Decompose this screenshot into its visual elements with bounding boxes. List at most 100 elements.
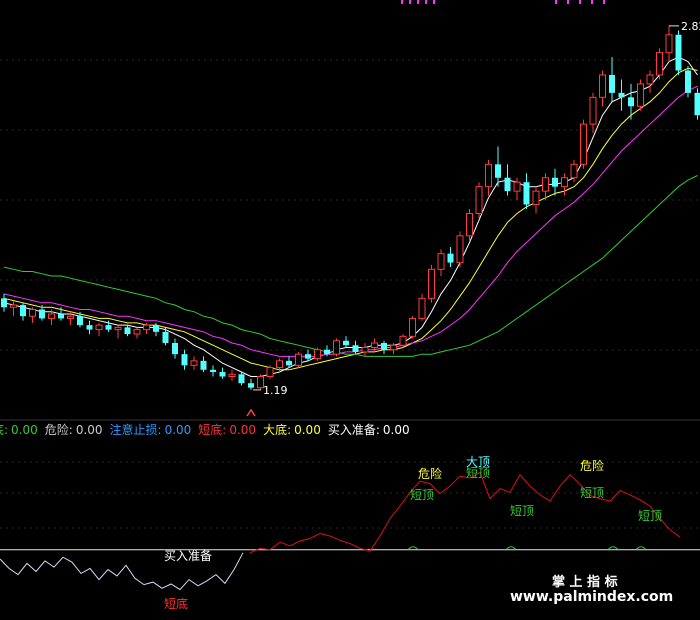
legend-name: 大底: bbox=[263, 422, 291, 437]
candle-body bbox=[114, 326, 122, 331]
candle-body bbox=[609, 75, 615, 93]
candle-body bbox=[618, 92, 625, 98]
high-label: 2.82 bbox=[681, 20, 700, 33]
candle-body bbox=[532, 190, 540, 206]
moving-average-line bbox=[3, 85, 698, 357]
moving-average-line bbox=[3, 175, 698, 357]
candle-body bbox=[580, 123, 587, 165]
candle-body bbox=[333, 340, 340, 355]
candle-body bbox=[1, 298, 7, 308]
legend-name: 底: bbox=[0, 422, 8, 437]
candle-body bbox=[437, 253, 445, 270]
candle-body bbox=[238, 374, 245, 384]
candle-body bbox=[276, 360, 283, 369]
candle-body bbox=[248, 383, 254, 388]
candle-body bbox=[694, 92, 700, 116]
candle-body bbox=[124, 327, 131, 335]
candle-body bbox=[665, 34, 673, 54]
candle-body bbox=[228, 373, 236, 377]
candle-body bbox=[10, 304, 17, 308]
candle-body bbox=[504, 177, 511, 192]
candle-body bbox=[77, 316, 83, 326]
legend-name: 注意止损: bbox=[110, 422, 162, 437]
candle-body bbox=[675, 34, 682, 71]
indicator-annotation: 短顶 bbox=[410, 488, 434, 502]
candle-body bbox=[570, 163, 578, 179]
candle-body bbox=[172, 343, 178, 355]
indicator-annotation: 短底 bbox=[164, 596, 188, 611]
candle-body bbox=[162, 331, 169, 343]
indicator-line-high bbox=[249, 471, 681, 554]
candle-body bbox=[153, 325, 159, 332]
legend-value: 0.00 bbox=[383, 423, 410, 437]
indicator-annotation: 大顶 bbox=[466, 455, 490, 469]
candle-body bbox=[390, 344, 397, 351]
legend-value: 0.00 bbox=[76, 423, 103, 437]
candle-body bbox=[371, 342, 378, 348]
candle-body bbox=[352, 345, 359, 352]
candle-body bbox=[181, 354, 188, 366]
candle-body bbox=[48, 313, 55, 319]
candle-body bbox=[39, 309, 45, 319]
low-label: 1.19 bbox=[263, 384, 288, 397]
indicator-green-mark bbox=[407, 546, 419, 551]
moving-average-line bbox=[3, 67, 698, 371]
candle-body bbox=[646, 74, 654, 85]
candle-body bbox=[466, 212, 473, 237]
watermark-title: 掌 上 指 标 bbox=[552, 574, 618, 590]
candle-body bbox=[105, 325, 112, 330]
indicator-line-low bbox=[0, 552, 244, 591]
indicator-annotation: 危险 bbox=[418, 466, 442, 481]
indicator-annotation: 短顶 bbox=[638, 509, 662, 523]
legend-name: 短底: bbox=[198, 422, 226, 437]
candle-body bbox=[210, 369, 216, 373]
candle-body bbox=[286, 360, 292, 366]
candle-body bbox=[20, 305, 26, 317]
indicator-green-mark bbox=[635, 546, 647, 551]
candle-body bbox=[561, 177, 568, 188]
candle-body bbox=[485, 163, 492, 188]
candle-body bbox=[58, 313, 64, 319]
candle-body bbox=[418, 297, 426, 319]
candle-body bbox=[219, 372, 226, 377]
legend-name: 买入准备: bbox=[328, 423, 380, 437]
candle-body bbox=[589, 96, 597, 125]
candle-body bbox=[628, 97, 634, 107]
candle-body bbox=[305, 354, 311, 359]
candle-body bbox=[361, 346, 369, 353]
candle-body bbox=[133, 329, 141, 335]
candle-body bbox=[475, 186, 483, 214]
candle-body bbox=[295, 353, 302, 366]
candle-body bbox=[343, 340, 349, 346]
indicator-green-mark bbox=[607, 546, 619, 551]
candle-body bbox=[542, 177, 549, 192]
candle-body bbox=[324, 349, 330, 355]
candle-body bbox=[552, 177, 558, 187]
candle-body bbox=[190, 360, 198, 366]
candle-body bbox=[599, 74, 606, 98]
candle-body bbox=[637, 83, 644, 107]
candle-body bbox=[656, 52, 663, 76]
candle-body bbox=[495, 164, 501, 178]
legend-name: 危险: bbox=[45, 422, 73, 437]
candle-body bbox=[399, 335, 407, 346]
candle-body bbox=[447, 253, 454, 263]
candle-body bbox=[86, 325, 93, 330]
candle-body bbox=[523, 182, 530, 205]
candle-body bbox=[67, 315, 74, 319]
indicator-green-mark bbox=[505, 546, 517, 551]
watermark-url: www.palmindex.com bbox=[510, 589, 673, 605]
legend-value: 0.00 bbox=[11, 423, 38, 437]
candle-body bbox=[456, 235, 464, 264]
candle-body bbox=[685, 70, 691, 93]
indicator-annotation: 危险 bbox=[580, 458, 604, 473]
indicator-annotation: 短顶 bbox=[580, 486, 604, 500]
candle-body bbox=[257, 376, 264, 389]
candle-body bbox=[428, 268, 435, 299]
legend-value: 0.00 bbox=[294, 423, 321, 437]
candle-body bbox=[266, 367, 274, 378]
candle-body bbox=[513, 181, 521, 192]
candle-body bbox=[29, 309, 36, 317]
